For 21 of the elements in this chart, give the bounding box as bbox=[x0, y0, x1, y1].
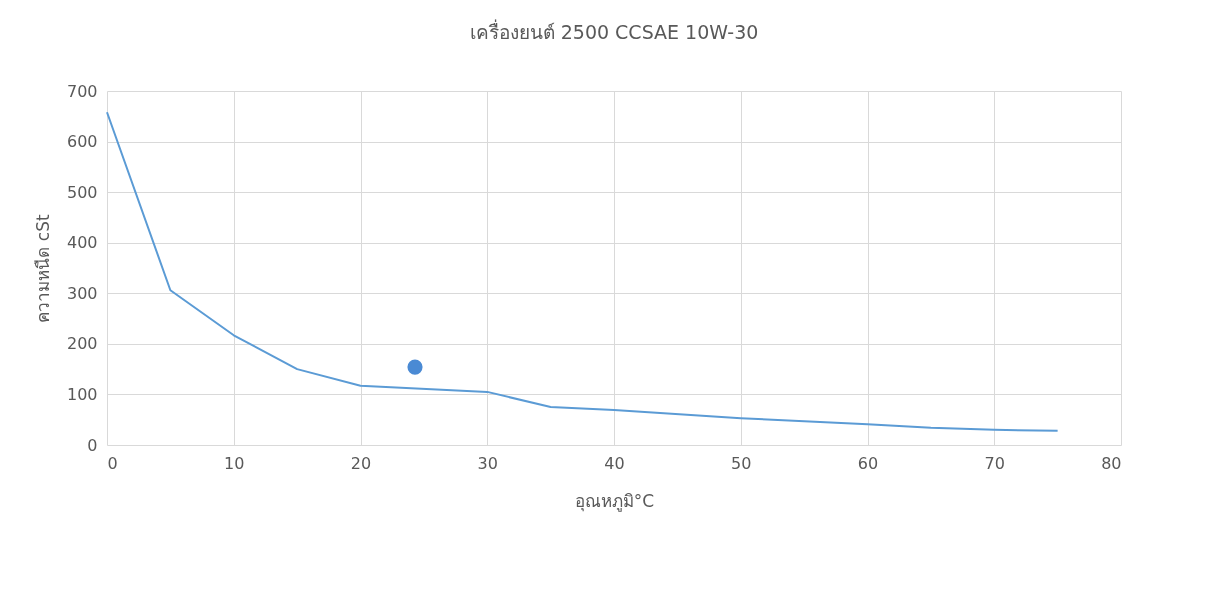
y-tick-label: 0 bbox=[87, 435, 98, 455]
x-tick-label: 80 bbox=[1101, 453, 1122, 473]
y-tick-label: 600 bbox=[66, 132, 98, 152]
x-tick-label: 70 bbox=[984, 453, 1005, 473]
line-series bbox=[106, 111, 1059, 432]
y-tick-label: 200 bbox=[66, 334, 98, 354]
y-tick-label: 100 bbox=[66, 384, 98, 404]
y-tick-label: 400 bbox=[66, 233, 98, 253]
y-tick-label: 300 bbox=[66, 283, 98, 303]
x-tick-label: 30 bbox=[477, 453, 498, 473]
x-tick-label: 60 bbox=[857, 453, 879, 473]
x-tick-label: 0 bbox=[107, 453, 118, 473]
x-tick-label: 50 bbox=[731, 453, 752, 473]
x-tick-label: 20 bbox=[350, 453, 372, 473]
x-tick-label: 40 bbox=[604, 453, 625, 473]
y-tick-label: 500 bbox=[66, 182, 98, 202]
x-tick-label: 10 bbox=[224, 453, 245, 473]
y-axis-title: ความหนืด cSt bbox=[32, 214, 53, 323]
y-tick-label: 700 bbox=[66, 81, 98, 101]
chart-title: เครื่องยนต์ 2500 CCSAE 10W-30 bbox=[469, 19, 759, 43]
x-axis-title: อุณหภูมิ°C bbox=[574, 490, 655, 512]
